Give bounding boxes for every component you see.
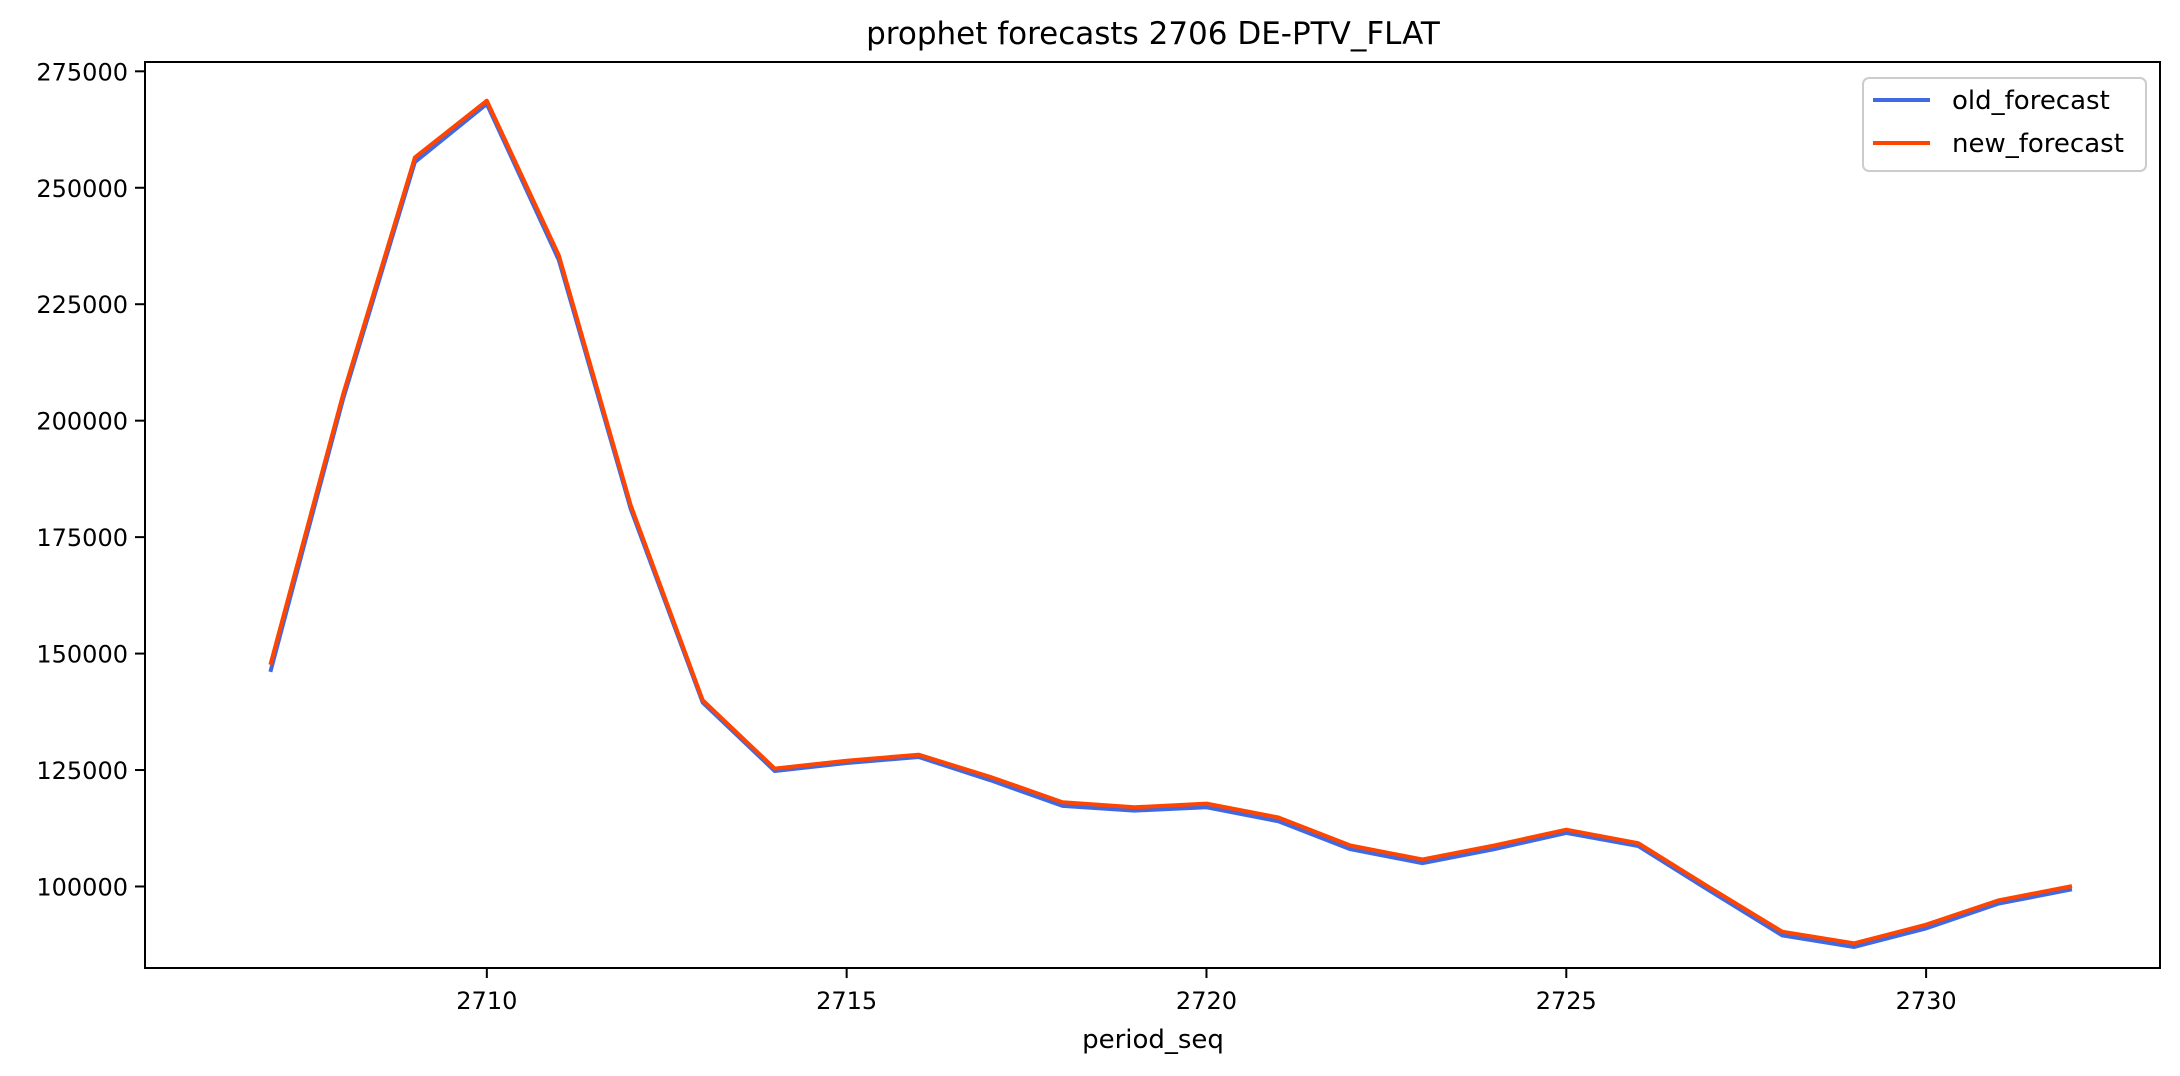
y-tick-label: 225000 (36, 291, 128, 319)
y-tick-label: 125000 (36, 757, 128, 785)
y-tick-label: 100000 (36, 873, 128, 901)
x-tick-label: 2715 (816, 987, 877, 1015)
x-tick-label: 2710 (456, 987, 517, 1015)
y-tick-label: 175000 (36, 524, 128, 552)
x-tick-label: 2720 (1176, 987, 1237, 1015)
legend-label-new_forecast: new_forecast (1952, 129, 2124, 159)
y-tick-label: 150000 (36, 641, 128, 669)
legend-box (1862, 77, 2147, 172)
x-axis-label: period_seq (1082, 1025, 1224, 1055)
series-line-new_forecast (268, 98, 2073, 946)
y-tick-label: 200000 (36, 408, 128, 436)
legend: old_forecast new_forecast (1862, 77, 2147, 172)
y-tick-label: 275000 (36, 58, 128, 86)
x-tick-label: 2725 (1536, 987, 1597, 1015)
x-tick-label: 2730 (1896, 987, 1957, 1015)
plot-area: 2710 2715 2720 2725 2730 100000 125000 150000 17… (36, 58, 2161, 1015)
axes-frame (144, 61, 2161, 969)
chart-title: prophet forecasts 2706 DE-PTV_FLAT (866, 16, 1441, 52)
y-tick-label: 250000 (36, 175, 128, 203)
legend-label-old_forecast: old_forecast (1952, 86, 2110, 116)
